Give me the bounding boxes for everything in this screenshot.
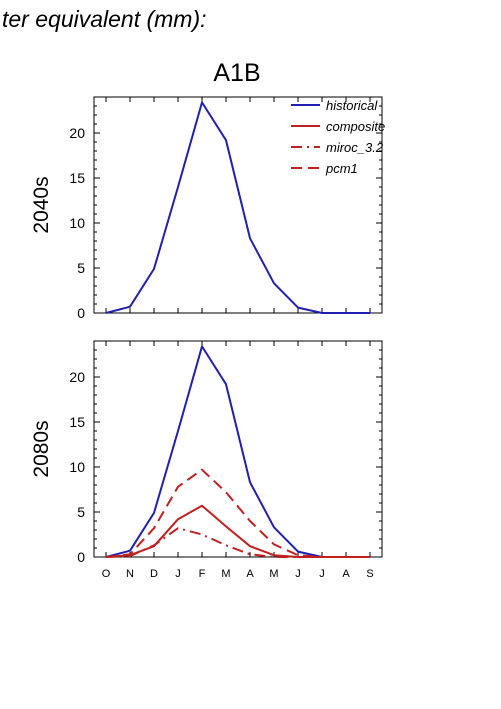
x-tick-label: J [319, 568, 325, 580]
row-label: 2040s [30, 176, 53, 233]
x-tick-label: D [150, 568, 158, 580]
x-tick-label: J [295, 568, 301, 580]
legend-label: composite [326, 119, 385, 134]
y-tick-label: 15 [69, 170, 85, 186]
y-tick-label: 20 [69, 125, 85, 141]
x-tick-label: S [366, 568, 373, 580]
x-tick-label: F [199, 568, 206, 580]
plot-frame [93, 340, 383, 558]
y-tick-label: 15 [69, 414, 85, 430]
x-tick-label: M [221, 568, 230, 580]
x-tick-label: A [342, 568, 350, 580]
panel-2080s: 2080s 0 5 10 15 20 O N D J F M A M J J A S [30, 340, 383, 580]
y-tick-label: 10 [69, 215, 85, 231]
x-tick-label: N [126, 568, 134, 580]
x-tick-label: O [102, 568, 111, 580]
legend: historical composite miroc_3.2 pcm1 [291, 98, 385, 176]
x-tick-label: A [246, 568, 254, 580]
x-tick-label: M [269, 568, 278, 580]
row-label: 2080s [30, 420, 53, 477]
y-tick-label: 5 [77, 504, 85, 520]
y-tick-label: 5 [77, 260, 85, 276]
series-line-miroc-3-2 [105, 527, 370, 558]
y-tick-label: 10 [69, 459, 85, 475]
y-tick-label: 0 [77, 305, 85, 321]
chart-title: A1B [213, 59, 260, 87]
y-tick-label: 20 [69, 369, 85, 385]
x-tick-label: J [175, 568, 181, 580]
legend-label: pcm1 [325, 161, 358, 176]
series-line-historical [105, 101, 370, 314]
header-text: ter equivalent (mm): [2, 6, 207, 32]
legend-label: historical [326, 98, 378, 113]
series-line-pcm1 [105, 468, 370, 558]
panel-2040s: 2040s 0 5 10 15 20 [30, 96, 383, 321]
legend-label: miroc_3.2 [326, 140, 384, 155]
series-line-historical [105, 345, 370, 558]
y-tick-label: 0 [77, 549, 85, 565]
